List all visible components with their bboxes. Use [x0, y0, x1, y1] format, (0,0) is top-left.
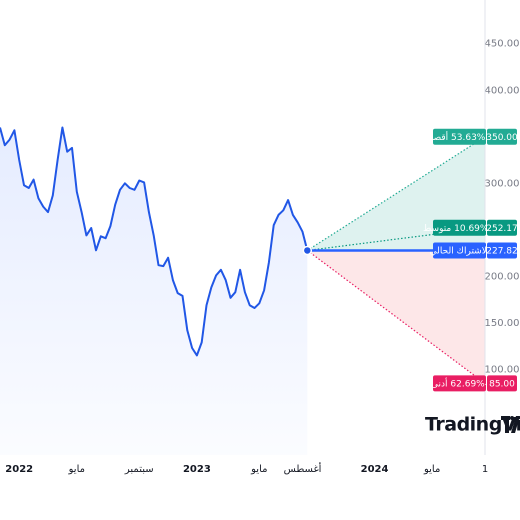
label-box [433, 219, 486, 236]
plot: 100.00 150.00 200.00 300.00 400.00 450.00 2022… [0, 0, 520, 475]
value-label: 350.00 [486, 133, 518, 143]
value-tag [487, 375, 517, 392]
label: -62.69% أدنى [431, 377, 488, 389]
y-tick-label: 100.00 [485, 364, 520, 375]
forecast-line [307, 136, 486, 251]
x-tick-label: 1 [482, 464, 488, 475]
label: الاشتراك الحالي [430, 246, 490, 256]
y-tick-label: 300.00 [485, 178, 520, 189]
label-box [433, 242, 486, 259]
x-tick-label: 2024 [361, 464, 389, 475]
label: +53.63% أقصى [426, 131, 493, 143]
logo [501, 416, 520, 433]
value-label: 85.00 [489, 379, 515, 389]
watermark: TradingView [425, 414, 520, 436]
y-tick-label: 150.00 [485, 318, 520, 329]
x-tick-label: 2022 [5, 464, 33, 475]
value-tag [487, 242, 517, 259]
value-tag [487, 219, 517, 236]
value-label: 227.82 [486, 246, 518, 256]
area [0, 127, 308, 455]
x-tick-label: مايو [423, 464, 440, 475]
y-tick-label: 450.00 [485, 39, 520, 50]
y-tick-label: 200.00 [485, 271, 520, 282]
value-tag [487, 128, 517, 145]
value-label: 252.17 [486, 224, 518, 234]
x-tick-label: مايو [250, 464, 267, 475]
x-tick-label: مايو [68, 464, 85, 475]
price-line [0, 126, 309, 357]
forecast-down-area [307, 250, 485, 384]
x-tick-label: سبتمبر [124, 464, 154, 475]
label: +10.69% متوسط [423, 224, 496, 234]
x-tick-label: 2023 [183, 464, 211, 475]
label-box [433, 128, 486, 145]
y-tick-label: 400.00 [485, 85, 520, 96]
x-tick-label: أغسطس [284, 462, 322, 475]
current-dot [302, 245, 313, 256]
label-box [433, 375, 486, 392]
